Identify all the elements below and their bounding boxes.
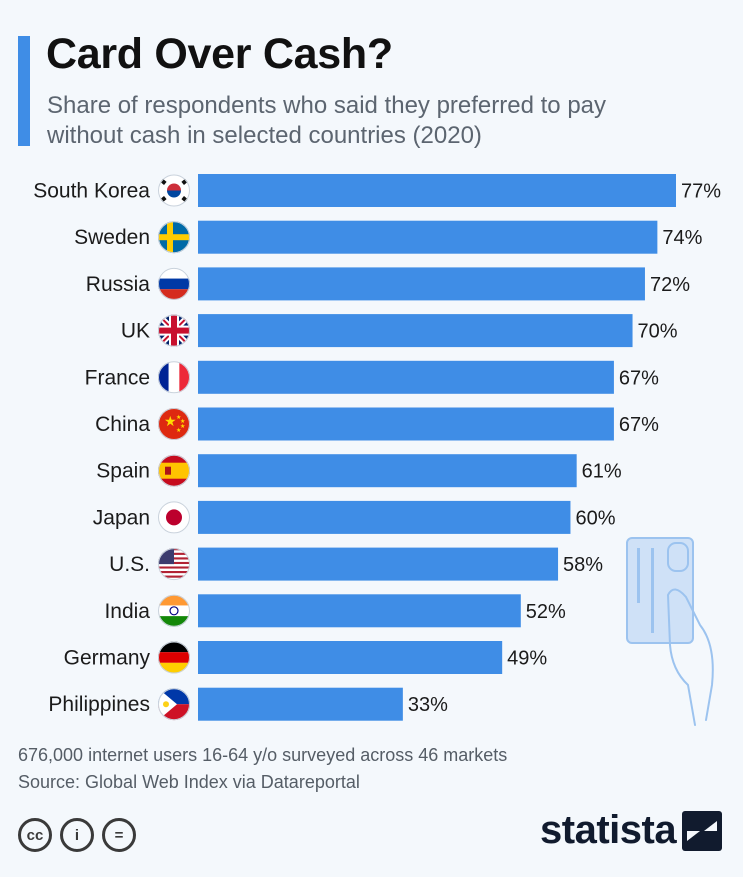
india-flag-icon [158, 594, 190, 627]
category-label: Philippines [48, 693, 150, 716]
category-label: Germany [64, 647, 151, 670]
category-label: South Korea [33, 180, 150, 203]
uk-flag-icon [158, 314, 190, 347]
bar-row: U.S. 58% [109, 547, 603, 581]
japan-flag-icon [158, 501, 190, 534]
svg-text:★: ★ [164, 414, 177, 430]
bar-row: Russia 72% [86, 267, 690, 301]
russia-flag-icon [158, 267, 190, 300]
bar [198, 220, 658, 254]
us-flag-icon [158, 548, 190, 581]
philippines-flag-icon [158, 688, 190, 721]
value-label: 70% [638, 321, 678, 343]
category-label: Sweden [74, 226, 150, 249]
svg-text:★: ★ [180, 418, 185, 425]
category-label: UK [121, 320, 150, 343]
germany-flag-icon [158, 641, 190, 674]
bar [198, 547, 559, 581]
south-korea-flag-icon [158, 174, 190, 207]
value-label: 67% [619, 414, 659, 436]
value-label: 60% [575, 507, 615, 529]
svg-text:★: ★ [176, 414, 181, 421]
statista-mark-icon [682, 810, 723, 851]
bar-chart: South Korea 77% Sweden 74% Russia 72% UK 70% Fra… [33, 174, 721, 726]
category-label: France [85, 366, 150, 389]
svg-text:★: ★ [176, 427, 181, 434]
statista-logo[interactable]: statista [540, 808, 723, 853]
value-label: 52% [526, 601, 566, 623]
chart-title: Card Over Cash? [46, 30, 393, 78]
france-flag-icon [158, 361, 190, 394]
bar [198, 407, 614, 441]
bar [198, 594, 521, 628]
source-note: Source: Global Web Index via Datareporta… [18, 772, 360, 792]
bar [198, 687, 403, 721]
cc-icon[interactable]: cc [18, 818, 52, 852]
bar [198, 500, 571, 534]
chart-subtitle: Share of respondents who said they prefe… [47, 92, 607, 149]
brand-name: statista [540, 808, 677, 852]
bar [198, 267, 645, 301]
category-label: India [104, 600, 150, 623]
value-label: 49% [507, 648, 547, 670]
sweden-flag-icon [158, 221, 190, 254]
category-label: Spain [96, 460, 150, 483]
bar [198, 641, 503, 674]
bar [198, 174, 676, 207]
china-flag-icon: ★ ★★★★ [158, 408, 190, 440]
category-label: U.S. [109, 553, 150, 576]
no-derivatives-icon[interactable]: = [102, 818, 136, 852]
bar [198, 360, 614, 394]
value-label: 77% [681, 181, 721, 203]
bar-row: UK 70% [121, 314, 678, 348]
bar-row: Japan 60% [93, 500, 616, 534]
bar-row: Spain 61% [96, 454, 622, 488]
bar [198, 454, 577, 488]
value-label: 33% [408, 694, 448, 716]
attribution-icon[interactable]: i [60, 818, 94, 852]
value-label: 67% [619, 367, 659, 389]
survey-note: 676,000 internet users 16-64 y/o surveye… [18, 745, 508, 765]
card-in-hand-icon [626, 537, 714, 726]
bar-row: Germany 49% [64, 641, 547, 674]
bar-row: India 52% [104, 594, 566, 628]
bar-row: Philippines 33% [48, 687, 448, 721]
value-label: 61% [582, 461, 622, 483]
spain-flag-icon [158, 454, 190, 487]
bar-row: China ★ ★★★★ 67% [95, 407, 659, 441]
category-label: Russia [86, 273, 151, 296]
title-accent-bar [18, 36, 30, 146]
value-label: 72% [650, 274, 690, 296]
bar [198, 314, 633, 348]
category-label: China [95, 413, 150, 436]
bar-row: Sweden 74% [74, 220, 703, 254]
bar-row: South Korea 77% [33, 174, 721, 207]
bar-row: France 67% [85, 360, 659, 394]
value-label: 74% [662, 227, 702, 249]
svg-text:★: ★ [180, 423, 185, 430]
license-icons: cc i = [18, 818, 136, 858]
value-label: 58% [563, 554, 603, 576]
category-label: Japan [93, 506, 150, 529]
